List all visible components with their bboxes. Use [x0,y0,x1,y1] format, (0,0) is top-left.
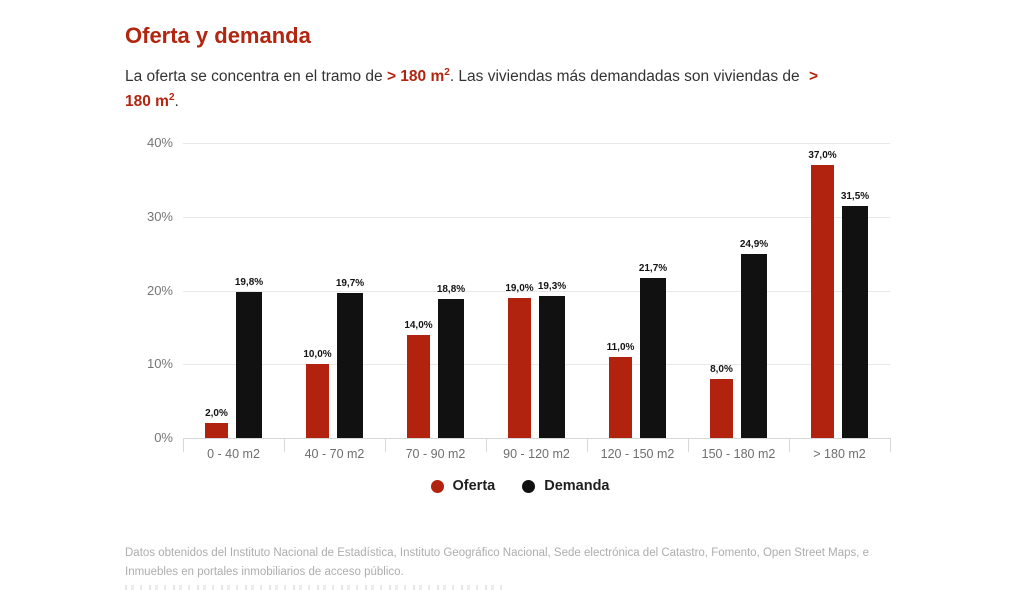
legend-dot-icon [522,479,536,493]
x-axis-category-label: 120 - 150 m2 [600,447,675,461]
bar-demanda [842,205,868,438]
superscript-2: 2 [444,66,450,78]
x-axis-tick [284,438,285,452]
bar-oferta [609,356,632,438]
gridline [183,143,890,144]
x-axis-tick [890,438,891,452]
bar-value-label: 2,0% [205,408,228,420]
legend-dot-icon [430,479,444,493]
x-axis-category-label: 150 - 180 m2 [701,447,776,461]
clipped-text-line [125,585,505,590]
x-axis-tick [688,438,689,452]
subtitle-line-2: 180 m2. [125,89,905,114]
x-axis-category-label: 90 - 120 m2 [503,447,570,461]
bar-value-label: 19,7% [335,277,365,289]
y-axis-tick-label: 0% [154,430,173,445]
bar-value-label: 37,0% [808,150,837,162]
source-note-line-1: Datos obtenidos del Instituto Nacional d… [125,547,870,559]
page-title: Oferta y demanda [125,23,311,48]
x-axis-category-label: 40 - 70 m2 [304,447,365,461]
x-axis-category-label: 70 - 90 m2 [405,447,466,461]
gridline [183,216,890,218]
subtitle: La oferta se concentra en el tramo de > … [125,64,905,114]
x-axis-tick [385,438,386,452]
subtitle-text: . [174,93,179,110]
bar-oferta [508,297,531,438]
bar-oferta [407,334,430,438]
bar-value-label: 14,0% [404,319,433,331]
gridline [183,364,890,366]
subtitle-highlight-range: 180 m2 [125,91,175,110]
subtitle-highlight-gt: > [808,68,818,85]
bar-demanda [640,277,666,438]
subtitle-text: La oferta se concentra en el tramo de [125,68,387,85]
legend-label: Oferta [452,478,496,494]
subtitle-highlight-range: > 180 m2 [386,66,450,85]
bar-demanda [539,295,565,438]
x-axis-tick [183,438,184,452]
x-axis-tick [789,438,790,452]
gridline [183,290,890,292]
superscript-2: 2 [168,91,175,103]
x-axis-tick [587,438,588,452]
subtitle-line-1: La oferta se concentra en el tramo de > … [125,64,905,89]
bar-demanda [236,291,262,438]
bar-value-label: 10,0% [303,349,332,361]
chart-legend: Oferta Demanda [140,478,900,494]
legend-item-oferta: Oferta [430,478,496,494]
bar-oferta [205,423,228,438]
bar-value-label: 31,5% [840,190,870,202]
bar-demanda [438,299,464,438]
bar-oferta [811,165,834,438]
bar-value-label: 24,9% [739,239,769,251]
x-axis-category-label: 0 - 40 m2 [207,447,260,461]
bar-value-label: 8,0% [710,364,733,375]
x-axis-category-label: > 180 m2 [813,447,866,461]
y-axis-tick-label: 30% [146,208,173,224]
bar-value-label: 21,7% [638,262,668,274]
x-axis-tick [486,438,487,452]
y-axis-tick-label: 10% [146,356,173,372]
y-axis-tick-label: 40% [146,135,173,150]
y-axis-tick-label: 20% [146,282,173,298]
grouped-bar-chart: 0% 10% 20% 30% 40% 0 - 40 m2 2,0% 19,8% 40 - 70 … [140,135,920,471]
legend-label: Demanda [544,478,610,494]
gridline [183,438,890,439]
bar-demanda [337,292,363,438]
bar-value-label: 11,0% [606,341,635,353]
bar-value-label: 18,8% [436,284,466,296]
bar-value-label: 19,3% [537,280,567,292]
legend-item-demanda: Demanda [522,478,610,494]
bar-demanda [741,254,767,438]
subtitle-text: . Las viviendas más demandadas son vivie… [449,68,804,85]
bar-value-label: 19,0% [505,282,534,294]
bar-oferta [306,364,329,438]
bar-oferta [710,379,733,438]
source-note: Datos obtenidos del Instituto Nacional d… [125,544,869,582]
source-note-line-2: Inmuebles en portales inmobiliarios de a… [125,566,404,578]
bar-value-label: 19,8% [234,276,264,288]
